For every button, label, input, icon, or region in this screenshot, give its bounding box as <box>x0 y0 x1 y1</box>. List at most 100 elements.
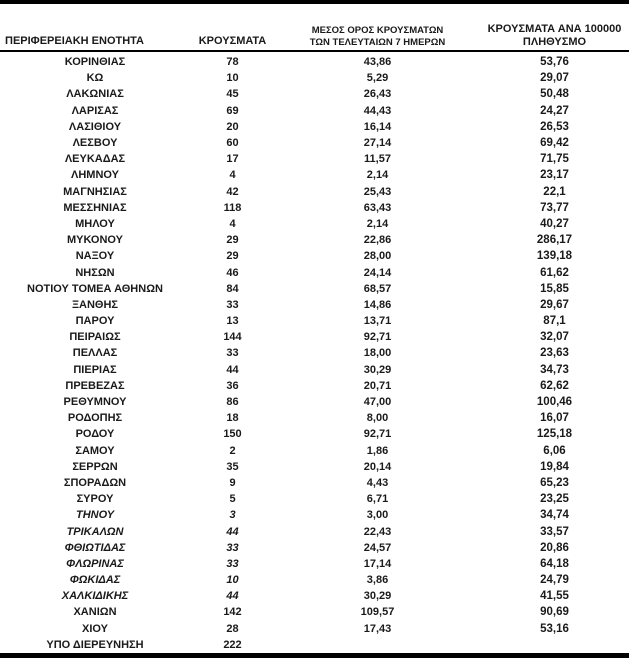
per100k-value: 125,18 <box>536 428 573 441</box>
cases-value: 150 <box>223 428 242 441</box>
per100k-value: 87,1 <box>543 315 566 328</box>
per100k-value: 61,62 <box>540 266 569 279</box>
table-row: ΣΥΡΟΥ 5 6,71 23,25 <box>0 491 629 507</box>
avg7-value: 2,14 <box>366 169 389 182</box>
region-name: ΤΗΝΟΥ <box>75 509 115 522</box>
table-row: ΛΑΣΙΘΙΟΥ 20 16,14 26,53 <box>0 119 629 135</box>
per100k-value: 29,67 <box>540 298 569 311</box>
per100k-value: 24,27 <box>540 104 569 117</box>
per100k-value: 286,17 <box>536 234 573 247</box>
cases-value: 33 <box>226 298 239 311</box>
region-name: ΛΑΚΩΝΙΑΣ <box>66 88 124 101</box>
per100k-value: 26,53 <box>540 120 569 133</box>
table-row: ΝΗΣΩΝ 46 24,14 61,62 <box>0 264 629 280</box>
per100k-value: 90,69 <box>540 606 569 619</box>
table-row: ΠΕΙΡΑΙΩΣ 144 92,71 32,07 <box>0 329 629 345</box>
region-name: ΠΡΕΒΕΖΑΣ <box>65 379 125 392</box>
cases-value: 2 <box>229 444 236 457</box>
top-rule <box>0 0 629 4</box>
table-row: ΡΟΔΟΥ 150 92,71 125,18 <box>0 426 629 442</box>
cases-value: 144 <box>223 331 242 344</box>
per100k-value: 19,84 <box>540 460 569 473</box>
table-row: ΧΙΟΥ 28 17,43 53,16 <box>0 621 629 637</box>
table-body: ΚΟΡΙΝΘΙΑΣ 78 43,86 53,76 ΚΩ 10 5,29 29,07 ΛΑΚΩΝΙ… <box>0 54 629 653</box>
table-row: ΤΡΙΚΑΛΩΝ 44 22,43 33,57 <box>0 523 629 539</box>
cases-value: 44 <box>226 525 239 538</box>
region-name: ΜΑΓΝΗΣΙΑΣ <box>63 185 127 198</box>
table-row: ΦΛΩΡΙΝΑΣ 33 17,14 64,18 <box>0 556 629 572</box>
per100k-value: 100,46 <box>536 396 573 409</box>
table-row: ΠΕΛΛΑΣ 33 18,00 23,63 <box>0 345 629 361</box>
avg7-value: 18,00 <box>363 347 392 360</box>
per100k-value: 50,48 <box>540 88 569 101</box>
avg7-value: 92,71 <box>363 428 392 441</box>
table-row: ΠΡΕΒΕΖΑΣ 36 20,71 62,62 <box>0 378 629 394</box>
region-name: ΦΘΙΩΤΙΔΑΣ <box>64 541 126 554</box>
avg7-value: 3,86 <box>366 574 389 587</box>
avg7-value: 24,14 <box>363 266 392 279</box>
cases-value: 33 <box>226 557 239 570</box>
avg7-value: 11,57 <box>364 153 391 166</box>
per100k-value: 16,07 <box>540 412 569 425</box>
region-name: ΜΗΛΟΥ <box>75 217 115 230</box>
header-cases-per-100000: ΚΡΟΥΣΜΑΤΑ ΑΝΑ 100000 ΠΛΗΘΥΣΜΟ <box>480 23 629 48</box>
avg7-value: 25,43 <box>363 185 392 198</box>
table-row: ΣΑΜΟΥ 2 1,86 6,06 <box>0 443 629 459</box>
per100k-value: 71,75 <box>540 153 569 166</box>
table-row: ΛΑΚΩΝΙΑΣ 45 26,43 50,48 <box>0 86 629 102</box>
region-name: ΞΑΝΘΗΣ <box>71 298 119 311</box>
table-row: ΥΠΟ ΔΙΕΡΕΥΝΗΣΗ 222 <box>0 637 629 653</box>
per100k-value: 62,62 <box>540 379 569 392</box>
avg7-value: 63,43 <box>363 201 392 214</box>
region-name: ΦΩΚΙΔΑΣ <box>69 574 121 587</box>
cases-value: 46 <box>226 266 239 279</box>
cases-value: 118 <box>223 201 242 214</box>
avg7-value: 28,00 <box>363 250 392 263</box>
cases-value: 33 <box>226 541 239 554</box>
header-cases-per-100000-line1: ΚΡΟΥΣΜΑΤΑ ΑΝΑ 100000 <box>487 23 622 35</box>
table-row: ΝΟΤΙΟΥ ΤΟΜΕΑ ΑΘΗΝΩΝ 84 68,57 15,85 <box>0 281 629 297</box>
region-name: ΝΟΤΙΟΥ ΤΟΜΕΑ ΑΘΗΝΩΝ <box>27 282 163 295</box>
region-name: ΧΑΛΚΙΔΙΚΗΣ <box>61 590 129 603</box>
table-row: ΤΗΝΟΥ 3 3,00 34,74 <box>0 507 629 523</box>
region-name: ΥΠΟ ΔΙΕΡΕΥΝΗΣΗ <box>46 638 144 651</box>
region-name: ΚΩ <box>86 72 104 85</box>
avg7-value: 24,57 <box>363 541 392 554</box>
cases-value: 17 <box>226 153 239 166</box>
region-name: ΡΕΘΥΜΝΟΥ <box>63 396 127 409</box>
cases-value: 78 <box>226 56 239 69</box>
avg7-value: 92,71 <box>363 331 392 344</box>
table-row: ΜΥΚΟΝΟΥ 29 22,86 286,17 <box>0 232 629 248</box>
cases-value: 9 <box>229 476 236 489</box>
table-row: ΜΗΛΟΥ 4 2,14 40,27 <box>0 216 629 232</box>
cases-value: 60 <box>226 137 239 150</box>
cases-value: 42 <box>226 185 239 198</box>
region-name: ΧΑΝΙΩΝ <box>73 606 117 619</box>
per100k-value: 15,85 <box>540 282 569 295</box>
avg7-value: 13,71 <box>363 315 392 328</box>
region-name: ΜΕΣΣΗΝΙΑΣ <box>63 201 127 214</box>
avg7-value: 20,71 <box>363 379 392 392</box>
region-name: ΝΗΣΩΝ <box>75 266 115 279</box>
region-name: ΛΕΥΚΑΔΑΣ <box>64 153 126 166</box>
per100k-value: 23,25 <box>540 493 569 506</box>
region-name: ΡΟΔΟΠΗΣ <box>67 412 123 425</box>
region-name: ΛΗΜΝΟΥ <box>71 169 119 182</box>
avg7-value: 30,29 <box>363 363 392 376</box>
per100k-value: 23,63 <box>540 347 569 360</box>
cases-value: 222 <box>223 638 242 651</box>
per100k-value: 32,07 <box>540 331 569 344</box>
header-cases-per-100000-line2: ΠΛΗΘΥΣΜΟ <box>522 35 587 48</box>
region-name: ΛΑΡΙΣΑΣ <box>71 104 119 117</box>
cases-value: 28 <box>226 622 239 635</box>
cases-value: 44 <box>226 363 239 376</box>
bottom-rule <box>0 653 629 658</box>
region-name: ΛΑΣΙΘΙΟΥ <box>68 120 122 133</box>
cases-value: 3 <box>229 509 236 522</box>
region-name: ΚΟΡΙΝΘΙΑΣ <box>64 56 126 69</box>
table-row: ΦΩΚΙΔΑΣ 10 3,86 24,79 <box>0 572 629 588</box>
region-name: ΠΕΙΡΑΙΩΣ <box>69 331 121 344</box>
avg7-value: 43,86 <box>363 56 392 69</box>
cases-value: 10 <box>226 574 239 587</box>
avg7-value: 6,71 <box>366 493 389 506</box>
